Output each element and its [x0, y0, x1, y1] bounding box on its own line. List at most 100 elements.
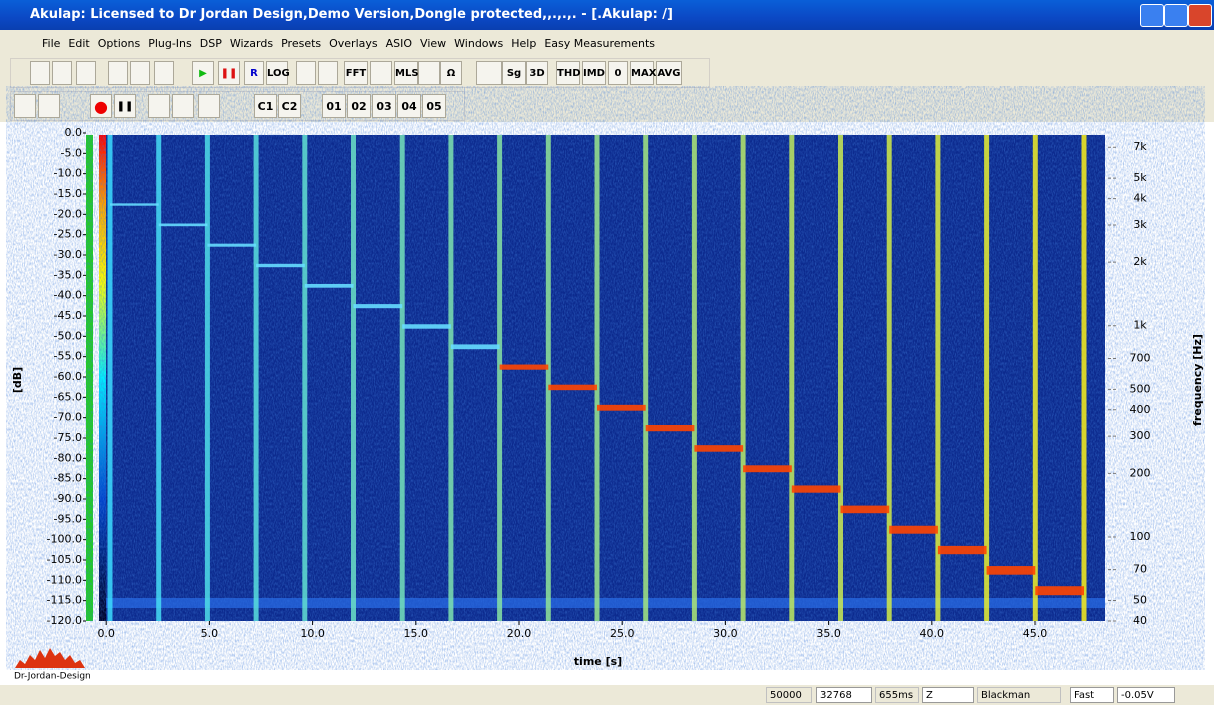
y-tick-label: -120.0 [47, 614, 82, 627]
status-combo[interactable]: Fast [1070, 687, 1114, 703]
spectrogram-tone [354, 304, 403, 308]
icon-button[interactable] [130, 61, 150, 85]
spectrogram-stripe [205, 135, 210, 621]
y-tick-label: -110.0 [47, 573, 82, 586]
toolbar-button[interactable]: Ω [440, 61, 462, 85]
toolbar-button[interactable]: 3D [526, 61, 548, 85]
spectrogram-stripe [643, 135, 648, 621]
y-tick-label: -10.0 [54, 167, 82, 180]
spectrogram-tone [451, 344, 500, 349]
icon-button[interactable] [148, 94, 170, 118]
toolbar-button[interactable]: R [244, 61, 264, 85]
spectrogram-tone [889, 526, 938, 534]
icon-button[interactable] [154, 61, 174, 85]
toolbar-button[interactable]: 04 [397, 94, 421, 118]
icon-button[interactable] [172, 94, 194, 118]
spectrogram-stripe [741, 135, 746, 621]
toolbar-button[interactable]: THD [556, 61, 580, 85]
spectrogram-stripe [1033, 135, 1038, 621]
spectrogram-tone [938, 546, 987, 554]
icon-button[interactable] [370, 61, 392, 85]
toolbar-button[interactable]: FFT [344, 61, 368, 85]
toolbar-button[interactable]: 01 [322, 94, 346, 118]
toolbar-button[interactable]: C1 [254, 94, 277, 118]
icon-button[interactable] [76, 61, 96, 85]
status-bar: 5000032768655msZBlackmanFast-0.05V [0, 685, 1214, 705]
y2-tick-label: 200 [1130, 466, 1151, 479]
y-tick-label: 0.0 [65, 126, 83, 139]
status-combo[interactable]: 32768 [816, 687, 872, 703]
y-tick-label: -80.0 [54, 451, 82, 464]
icon-button[interactable] [296, 61, 316, 85]
spectrogram-stripe [838, 135, 843, 621]
spectrogram-stripe [692, 135, 697, 621]
y-tick-label: -30.0 [54, 248, 82, 261]
icon-button[interactable] [418, 61, 440, 85]
toolbar-button[interactable]: LOG [266, 61, 288, 85]
icon-button[interactable] [318, 61, 338, 85]
x-tick-label: 30.0 [713, 627, 738, 640]
toolbar-button[interactable]: Sg [502, 61, 526, 85]
spectrogram-tone [987, 566, 1036, 575]
toolbar-button[interactable]: MAX [630, 61, 654, 85]
y2-tick-label: 50 [1133, 594, 1147, 607]
spectrogram-stripe [254, 135, 259, 621]
y-tick-label: -55.0 [54, 350, 82, 363]
status-combo[interactable]: Z [922, 687, 974, 703]
y-tick-label: -50.0 [54, 329, 82, 342]
icon-button[interactable] [30, 61, 50, 85]
pause-button[interactable]: ❚❚ [218, 61, 240, 85]
spectrogram-stripe [595, 135, 600, 621]
toolbar-button[interactable]: 03 [372, 94, 396, 118]
logo: Dr-Jordan-Design [14, 648, 91, 682]
spectrogram-tone [743, 465, 792, 472]
toolbar-button[interactable]: AVG [656, 61, 682, 85]
spectrogram-tone [402, 324, 451, 328]
toolbar-button[interactable]: 05 [422, 94, 446, 118]
icon-button[interactable] [476, 61, 502, 85]
y-tick-label: -105.0 [47, 553, 82, 566]
icon-button[interactable]: ● [90, 94, 112, 118]
x-tick-label: 20.0 [507, 627, 532, 640]
toolbar-button[interactable]: 02 [347, 94, 371, 118]
toolbar-button[interactable]: 0 [608, 61, 628, 85]
icon-button[interactable] [38, 94, 60, 118]
y-tick-label: -100.0 [47, 533, 82, 546]
spectrogram-tone [110, 203, 159, 205]
icon-button[interactable] [52, 61, 72, 85]
y-tick-label: -60.0 [54, 370, 82, 383]
y-tick-label: -65.0 [54, 390, 82, 403]
y-tick-label: -15.0 [54, 187, 82, 200]
x-tick-label: 15.0 [404, 627, 429, 640]
spectrogram-stripe [400, 135, 405, 621]
y2-axis-label: frequency [Hz] [1191, 334, 1204, 426]
spectrogram-tone [500, 365, 549, 370]
icon-button[interactable] [108, 61, 128, 85]
x-tick-label: 0.0 [97, 627, 115, 640]
y2-tick-label: 70 [1133, 563, 1147, 576]
level-bar [86, 135, 93, 621]
spectrogram-stripe [448, 135, 453, 621]
app-window: Akulap: Licensed to Dr Jordan Design,Dem… [0, 0, 1214, 705]
spectrogram-tone [792, 485, 841, 492]
y2-tick-label: 3k [1133, 218, 1147, 231]
y2-tick-label: 40 [1133, 614, 1147, 627]
y-tick-label: -115.0 [47, 594, 82, 607]
y-tick-label: -45.0 [54, 309, 82, 322]
toolbar-button[interactable]: MLS [394, 61, 418, 85]
y2-tick-label: 300 [1130, 429, 1151, 442]
x-tick-label: 35.0 [816, 627, 841, 640]
toolbar-button[interactable]: C2 [278, 94, 301, 118]
toolbar-button[interactable]: IMD [582, 61, 606, 85]
icon-button[interactable]: ❚❚ [114, 94, 136, 118]
y-tick-label: -40.0 [54, 289, 82, 302]
icon-button[interactable] [198, 94, 220, 118]
x-tick-label: 40.0 [920, 627, 945, 640]
icon-button[interactable] [14, 94, 36, 118]
spectrogram-tone [841, 506, 890, 514]
status-combo[interactable]: -0.05V [1117, 687, 1175, 703]
y2-tick-label: 2k [1133, 255, 1147, 268]
y-tick-label: -20.0 [54, 207, 82, 220]
logo-graphic [15, 648, 85, 668]
play-button[interactable]: ▶ [192, 61, 214, 85]
